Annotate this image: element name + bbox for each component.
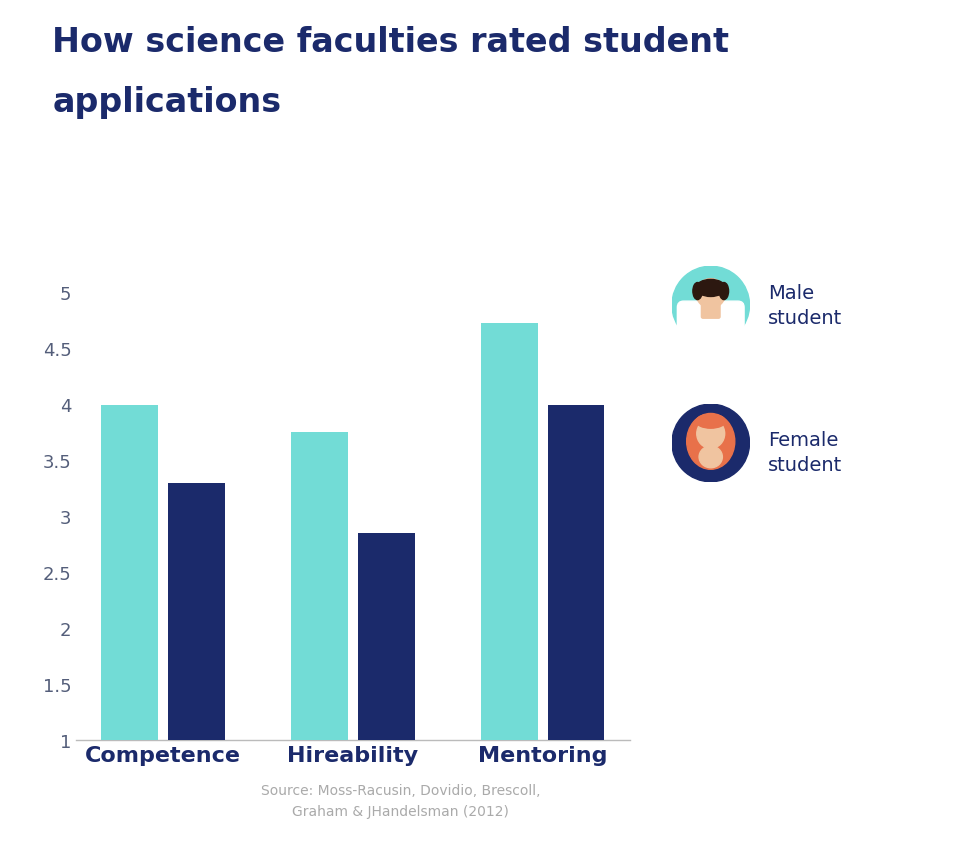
Text: Source: Moss-Racusin, Dovidio, Brescoll,
Graham & JHandelsman (2012): Source: Moss-Racusin, Dovidio, Brescoll,… — [261, 784, 539, 818]
Ellipse shape — [696, 419, 724, 449]
Text: Male
student: Male student — [767, 283, 841, 328]
Ellipse shape — [696, 280, 724, 297]
FancyBboxPatch shape — [677, 302, 743, 349]
Text: How science faculties rated student: How science faculties rated student — [52, 26, 729, 59]
Circle shape — [671, 405, 749, 482]
Text: applications: applications — [52, 86, 281, 119]
Bar — [291, 432, 348, 740]
Circle shape — [671, 267, 749, 344]
Ellipse shape — [696, 415, 724, 429]
Ellipse shape — [686, 414, 734, 470]
Bar — [168, 483, 225, 740]
Bar — [101, 406, 158, 740]
Bar — [547, 406, 604, 740]
Bar — [357, 533, 415, 740]
Text: Female
student: Female student — [767, 430, 841, 474]
Bar — [480, 324, 537, 740]
FancyBboxPatch shape — [700, 302, 720, 319]
Ellipse shape — [692, 283, 701, 300]
Ellipse shape — [699, 447, 721, 468]
Ellipse shape — [719, 283, 728, 300]
Ellipse shape — [696, 279, 724, 309]
